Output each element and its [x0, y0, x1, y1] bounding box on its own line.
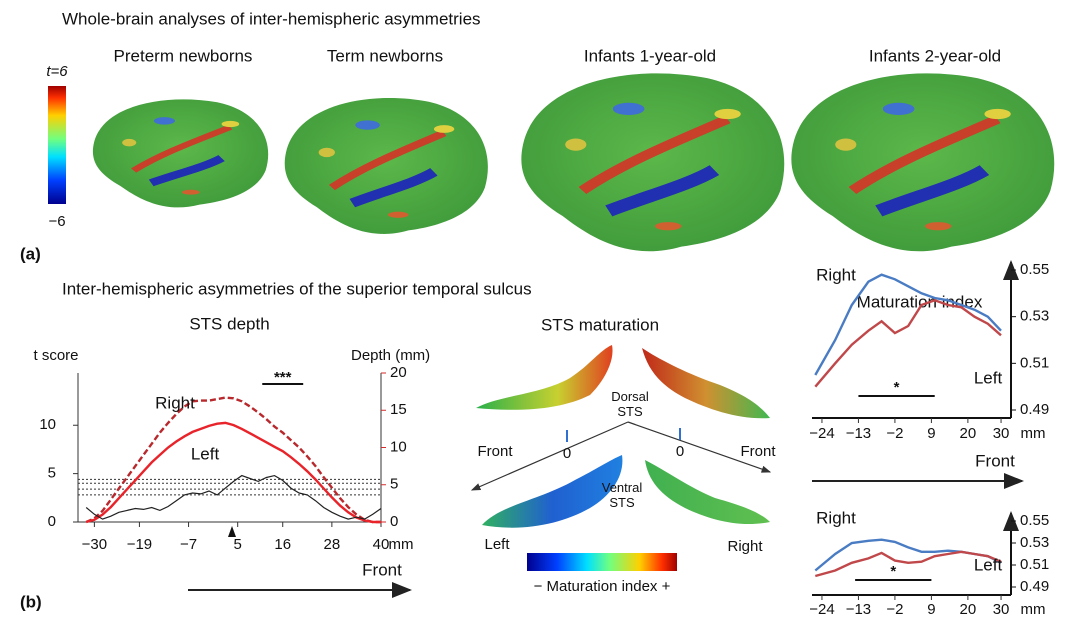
y-tick-label: 0.53 — [1020, 308, 1049, 325]
x-axis-label: mm — [1021, 425, 1046, 442]
y2-axis-label: Depth (mm) — [351, 347, 430, 364]
sts-surface — [642, 348, 770, 418]
y-tick-label: 0.55 — [1020, 261, 1049, 278]
brain-image — [791, 73, 1054, 251]
y-tick-label: 0.51 — [1020, 556, 1049, 573]
y2-tick-label: 5 — [390, 476, 398, 493]
figure: Whole-brain analyses of inter-hemispheri… — [0, 0, 1065, 623]
colorbar — [527, 553, 677, 571]
colorbar-label: − Maturation index + — [534, 578, 671, 595]
series-label: Left — [974, 555, 1003, 574]
y2-tick-label: 20 — [390, 364, 407, 381]
significance-label: *** — [274, 369, 292, 386]
series-label: Right — [155, 393, 195, 412]
peak-marker — [228, 526, 236, 537]
brain-image — [93, 99, 268, 207]
x-tick-label: 5 — [234, 536, 242, 553]
zero-label: 0 — [563, 445, 571, 462]
x-tick-label: −13 — [846, 425, 871, 442]
brain-label: Term newborns — [327, 46, 443, 65]
y2-tick-label: 15 — [390, 401, 407, 418]
x-tick-label: −2 — [886, 601, 903, 618]
y2-tick-label: 0 — [390, 513, 398, 530]
x-tick-label: 30 — [993, 601, 1010, 618]
x-tick-label: 9 — [927, 601, 935, 618]
x-tick-label: −7 — [180, 536, 197, 553]
y-tick-label: 10 — [39, 416, 56, 433]
x-tick-label: 28 — [324, 536, 341, 553]
significance-label: * — [894, 379, 900, 396]
x-tick-label: −24 — [809, 601, 834, 618]
panel-title: Whole-brain analyses of inter-hemispheri… — [62, 9, 481, 28]
dorsal-label: Dorsal STS — [600, 389, 660, 419]
series-label: Left — [191, 444, 220, 463]
brain-label: Preterm newborns — [114, 46, 253, 65]
y-axis-label: t score — [33, 347, 78, 364]
x-tick-label: 20 — [960, 601, 977, 618]
y-tick-label: 0.49 — [1020, 578, 1049, 595]
y-tick-label: 0.55 — [1020, 512, 1049, 529]
series-line — [86, 476, 381, 519]
illustration-title: STS maturation — [541, 315, 659, 334]
zero-label: 0 — [676, 443, 684, 460]
hemisphere-label: Right — [727, 538, 763, 555]
panel-title: Inter-hemispheric asymmetries of the sup… — [62, 279, 532, 298]
x-tick-label: −24 — [809, 425, 834, 442]
hemisphere-label: Left — [484, 536, 510, 553]
x-tick-label: −2 — [886, 425, 903, 442]
sts-surface — [476, 345, 613, 410]
x-tick-label: 16 — [274, 536, 291, 553]
colorbar-max: t=6 — [46, 63, 68, 80]
chart-title: STS depth — [189, 314, 269, 333]
colorbar — [48, 86, 66, 204]
y-tick-label: 0.49 — [1020, 401, 1049, 418]
brain-label: Infants 2-year-old — [869, 46, 1001, 65]
ventral-label: Ventral STS — [592, 480, 652, 510]
x-axis-label: mm — [1021, 601, 1046, 618]
x-tick-label: 9 — [927, 425, 935, 442]
y-tick-label: 0.51 — [1020, 354, 1049, 371]
colorbar-min: −6 — [48, 213, 65, 230]
series-label: Right — [816, 265, 856, 284]
brain-image — [285, 98, 488, 234]
x-tick-label: −19 — [127, 536, 152, 553]
x-tick-label: 30 — [993, 425, 1010, 442]
direction-label: Front — [975, 451, 1015, 470]
figure-canvas: Whole-brain analyses of inter-hemispheri… — [0, 0, 1065, 623]
x-tick-label: 40 — [373, 536, 390, 553]
y-tick-label: 0 — [48, 513, 56, 530]
panel-label: (b) — [20, 592, 42, 611]
brain-label: Infants 1-year-old — [584, 46, 716, 65]
series-label: Right — [816, 508, 856, 527]
y-tick-label: 5 — [48, 465, 56, 482]
front-label: Front — [740, 443, 776, 460]
x-axis-label: mm — [389, 536, 414, 553]
y-tick-label: 0.53 — [1020, 534, 1049, 551]
sts-surface — [645, 460, 770, 524]
front-label: Front — [477, 443, 513, 460]
x-tick-label: 20 — [960, 425, 977, 442]
significance-label: * — [890, 563, 896, 580]
y2-tick-label: 10 — [390, 438, 407, 455]
x-tick-label: −30 — [82, 536, 107, 553]
panel-label: (a) — [20, 244, 41, 263]
series-label: Left — [974, 368, 1003, 387]
x-tick-label: −13 — [846, 601, 871, 618]
brain-image — [521, 73, 784, 251]
direction-label: Front — [362, 560, 402, 579]
